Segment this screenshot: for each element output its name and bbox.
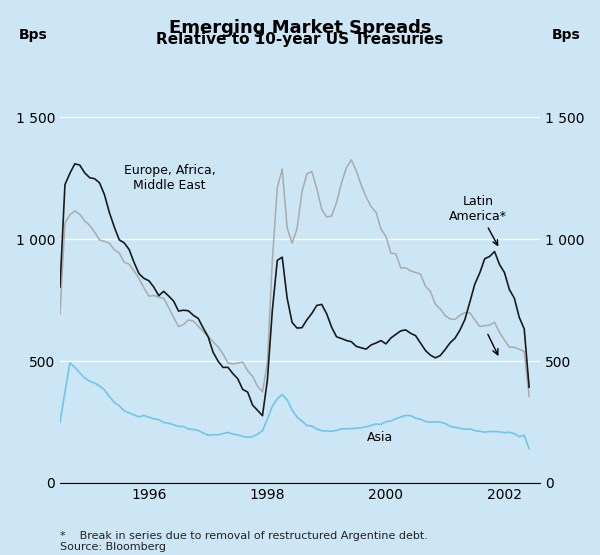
Text: Emerging Market Spreads: Emerging Market Spreads xyxy=(169,19,431,37)
Text: Bps: Bps xyxy=(19,28,48,42)
Text: *    Break in series due to removal of restructured Argentine debt.
Source: Bloo: * Break in series due to removal of rest… xyxy=(60,531,428,552)
Text: Latin
America*: Latin America* xyxy=(449,195,507,245)
Text: Asia: Asia xyxy=(367,431,393,445)
Text: Bps: Bps xyxy=(552,28,581,42)
Text: Europe, Africa,
Middle East: Europe, Africa, Middle East xyxy=(124,164,215,192)
Text: Relative to 10-year US Treasuries: Relative to 10-year US Treasuries xyxy=(157,32,443,47)
